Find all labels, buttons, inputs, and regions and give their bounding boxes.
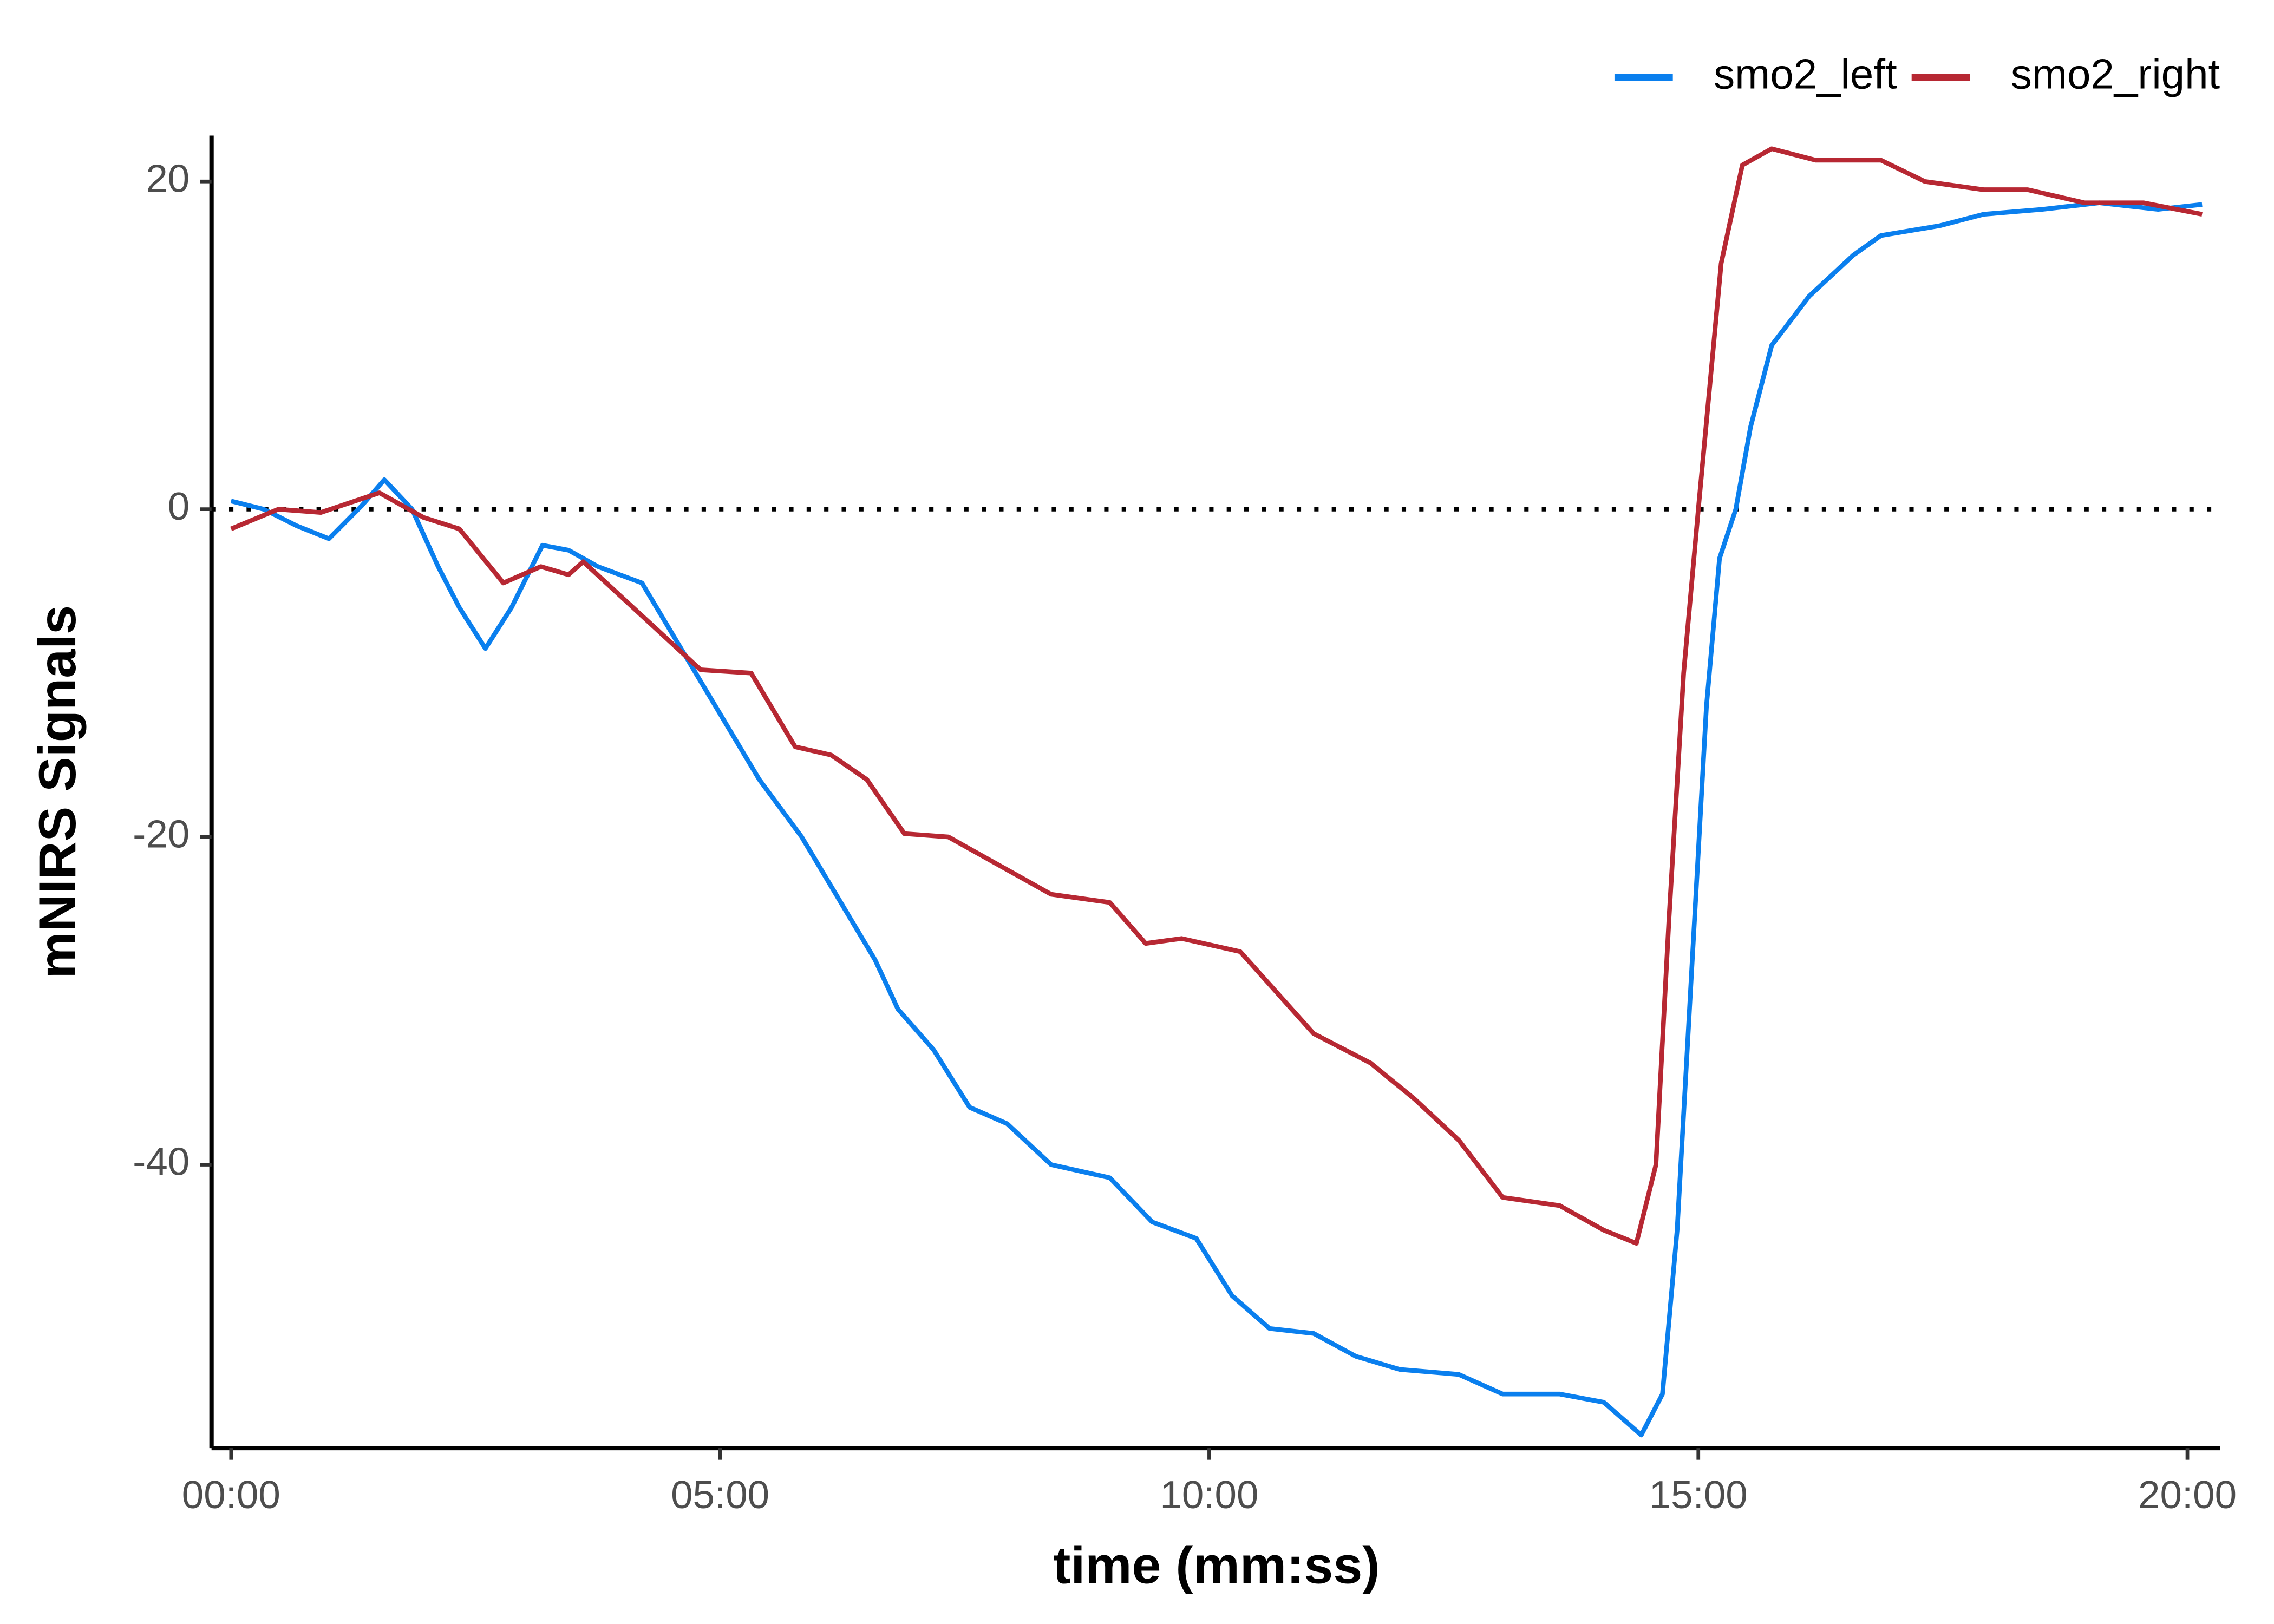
x-axis-title: time (mm:ss) (1053, 1535, 1380, 1594)
y-tick-label: -40 (133, 1140, 190, 1184)
x-tick-label: 20:00 (2138, 1473, 2237, 1517)
x-tick-label: 00:00 (182, 1473, 280, 1517)
y-tick-label: 20 (146, 157, 190, 201)
x-tick-label: 15:00 (1649, 1473, 1748, 1517)
data-line (230, 200, 2203, 1438)
legend-label: smo2_left (1714, 50, 1897, 97)
y-axis-title: mNIRS Signals (28, 605, 87, 979)
y-tick-label: 0 (168, 484, 190, 528)
y-tick-label: -20 (133, 812, 190, 856)
legend-label: smo2_right (2011, 50, 2220, 97)
x-tick-label: 05:00 (671, 1473, 769, 1517)
x-tick-label: 10:00 (1160, 1473, 1258, 1517)
data-line (230, 146, 2203, 1246)
